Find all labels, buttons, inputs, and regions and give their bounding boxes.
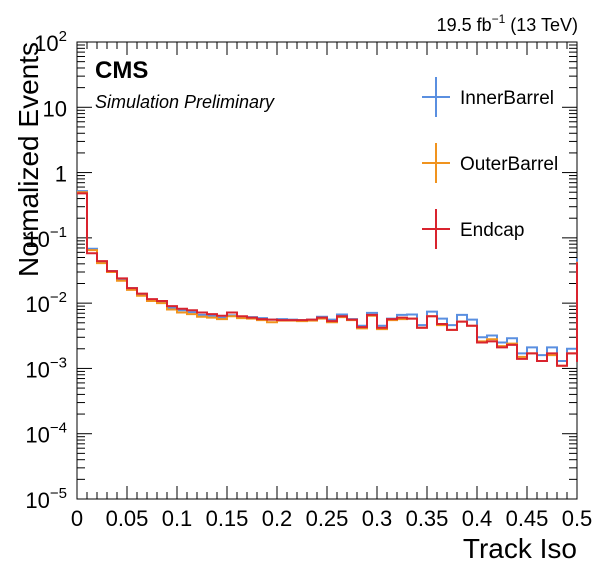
x-tick-label: 0.25 <box>306 506 349 531</box>
x-tick-label: 0.2 <box>262 506 293 531</box>
series-line-innerbarrel <box>77 190 578 362</box>
series-line-endcap <box>77 192 578 367</box>
lumi-energy: (13 TeV) <box>505 15 578 35</box>
cms-label: CMS <box>95 57 148 84</box>
axis-ticks <box>76 41 578 500</box>
y-tick-base: 10 <box>43 96 67 121</box>
y-tick-base: 10 <box>25 227 49 252</box>
y-tick-label: 10−1 <box>25 224 67 252</box>
y-tick-label: 10−5 <box>25 485 67 513</box>
y-tick-exponent: −1 <box>50 224 67 241</box>
luminosity-label: 19.5 fb−1 (13 TeV) <box>437 12 578 35</box>
x-tick-label: 0.35 <box>406 506 449 531</box>
x-tick-label: 0.45 <box>506 506 549 531</box>
legend-label: Endcap <box>460 220 524 241</box>
x-tick-label: 0.4 <box>462 506 493 531</box>
legend-label: OuterBarrel <box>460 154 558 175</box>
x-tick-label: 0 <box>71 506 83 531</box>
simulation-label: Simulation Preliminary <box>95 92 275 112</box>
legend-entry-endcap: Endcap <box>422 209 524 249</box>
y-tick-base: 10 <box>25 357 49 382</box>
y-tick-label: 1 <box>55 162 67 187</box>
y-tick-base: 10 <box>25 292 49 317</box>
x-tick-label: 0.15 <box>206 506 249 531</box>
y-axis-title: Normalized Events <box>13 42 44 277</box>
y-tick-base: 10 <box>25 488 49 513</box>
legend-entry-innerbarrel: InnerBarrel <box>422 77 554 117</box>
axis-labels: 0 0.05 0.1 0.15 0.2 0.25 0.3 0.35 0.4 0.45 0.510−5… <box>25 28 592 531</box>
x-axis-title: Track Iso <box>463 533 577 564</box>
legend-label: InnerBarrel <box>460 88 554 109</box>
x-tick-label: 0.1 <box>162 506 193 531</box>
y-tick-exponent: −2 <box>50 289 67 306</box>
x-tick-label: 0.5 <box>562 506 593 531</box>
y-tick-exponent: −5 <box>50 485 67 502</box>
y-tick-exponent: −3 <box>50 354 67 371</box>
x-tick-label: 0.3 <box>362 506 393 531</box>
lumi-value: 19.5 fb <box>437 15 492 35</box>
y-tick-label: 10−4 <box>25 420 67 448</box>
series-line-outerbarrel <box>77 191 578 367</box>
y-tick-base: 1 <box>55 162 67 187</box>
y-tick-label: 10−3 <box>25 354 67 382</box>
lumi-exponent: −1 <box>492 12 506 26</box>
y-tick-base: 10 <box>25 423 49 448</box>
legend-entry-outerbarrel: OuterBarrel <box>422 143 558 183</box>
y-tick-exponent: 2 <box>59 28 67 45</box>
legend: InnerBarrel OuterBarrel Endcap <box>422 77 558 249</box>
y-tick-label: 102 <box>34 28 67 56</box>
series-layer <box>77 190 578 367</box>
y-tick-base: 10 <box>34 31 58 56</box>
x-tick-label: 0.05 <box>106 506 149 531</box>
y-tick-exponent: −4 <box>50 420 67 437</box>
y-tick-label: 10−2 <box>25 289 67 317</box>
y-tick-label: 10 <box>43 96 67 121</box>
